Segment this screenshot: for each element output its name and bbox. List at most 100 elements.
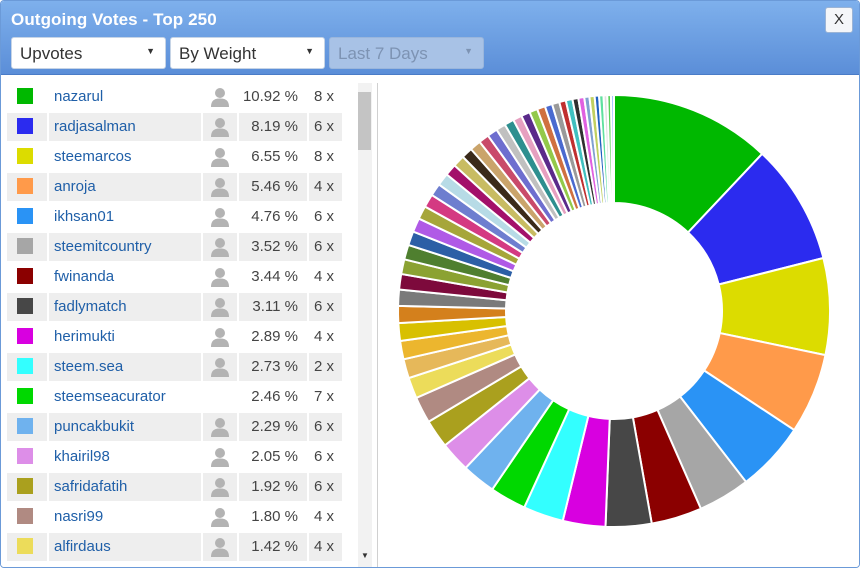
swatch-cell <box>7 533 47 561</box>
table-row[interactable]: steemseacurator 2.46 % 7 x <box>7 383 342 413</box>
voter-name-link[interactable]: steemarcos <box>54 148 132 165</box>
voter-name-link[interactable]: nasri99 <box>54 508 104 525</box>
table-row[interactable]: nasri99 1.80 % 4 x <box>7 503 342 533</box>
weight-cell: 2.29 % <box>239 413 307 441</box>
weight-cell: 3.11 % <box>239 293 307 321</box>
profile-cell <box>203 473 237 501</box>
voter-name-link[interactable]: fwinanda <box>54 268 115 285</box>
voter-name-link[interactable]: herimukti <box>54 328 115 345</box>
voter-name-link[interactable]: fadlymatch <box>54 298 127 315</box>
voter-name-link[interactable]: radjasalman <box>54 118 136 135</box>
table-row[interactable]: herimukti 2.89 % 4 x <box>7 323 342 353</box>
vote-count: 4 x <box>313 268 334 285</box>
name-cell: steemarcos <box>49 143 201 171</box>
weight-percent: 2.29 % <box>251 418 298 435</box>
voter-name-link[interactable]: khairil98 <box>54 448 110 465</box>
voter-name-link[interactable]: steemseacurator <box>54 388 166 405</box>
table-row[interactable]: ikhsan01 4.76 % 6 x <box>7 203 342 233</box>
user-icon <box>211 148 229 167</box>
count-cell: 6 x <box>309 293 342 321</box>
profile-cell <box>203 413 237 441</box>
color-swatch <box>17 178 33 194</box>
name-cell: herimukti <box>49 323 201 351</box>
table-row[interactable]: steem.sea 2.73 % 2 x <box>7 353 342 383</box>
swatch-cell <box>7 263 47 291</box>
profile-cell <box>203 113 237 141</box>
table-row[interactable]: fadlymatch 3.11 % 6 x <box>7 293 342 323</box>
vote-count: 6 x <box>313 118 334 135</box>
profile-cell <box>203 83 237 111</box>
table-row[interactable]: nazarul 10.92 % 8 x <box>7 83 342 113</box>
profile-cell <box>203 383 237 411</box>
voter-name-link[interactable]: anroja <box>54 178 96 195</box>
table-row[interactable]: radjasalman 8.19 % 6 x <box>7 113 342 143</box>
voter-list[interactable]: nazarul 10.92 % 8 x radjasalman 8.19 % 6 x ste… <box>1 83 374 567</box>
close-button[interactable]: X <box>825 7 853 33</box>
voter-name-link[interactable]: puncakbukit <box>54 418 135 435</box>
list-scrollbar[interactable] <box>358 83 372 567</box>
table-row[interactable]: anroja 5.46 % 4 x <box>7 173 342 203</box>
range-select[interactable]: Last 7 Days ▼ <box>329 37 484 69</box>
donut-slice-54[interactable] <box>609 93 615 205</box>
voter-name-link[interactable]: ikhsan01 <box>54 208 115 225</box>
table-row[interactable]: steemarcos 6.55 % 8 x <box>7 143 342 173</box>
weight-percent: 1.42 % <box>251 538 298 555</box>
voter-name-link[interactable]: steem.sea <box>54 358 124 375</box>
table-row[interactable]: alfirdaus 1.42 % 4 x <box>7 533 342 563</box>
profile-cell <box>203 233 237 261</box>
profile-cell <box>203 263 237 291</box>
user-icon <box>211 328 229 347</box>
swatch-cell <box>7 323 47 351</box>
profile-cell <box>203 443 237 471</box>
weight-cell: 2.46 % <box>239 383 307 411</box>
user-icon <box>211 178 229 197</box>
profile-cell <box>203 143 237 171</box>
weight-percent: 2.05 % <box>251 448 298 465</box>
scroll-down-arrow-icon[interactable]: ▼ <box>361 551 369 560</box>
vote-count: 4 x <box>313 508 334 525</box>
color-swatch <box>17 418 33 434</box>
sort-select[interactable]: By Weight ▼ <box>170 37 325 69</box>
user-icon <box>211 538 229 557</box>
list-scrollbar-thumb[interactable] <box>358 92 371 150</box>
window-title: Outgoing Votes - Top 250 <box>11 10 217 29</box>
user-icon <box>211 268 229 287</box>
profile-cell <box>203 323 237 351</box>
vote-count: 4 x <box>313 178 334 195</box>
table-row[interactable]: steemitcountry 3.52 % 6 x <box>7 233 342 263</box>
table-row[interactable]: safridafatih 1.92 % 6 x <box>7 473 342 503</box>
count-cell: 4 x <box>309 503 342 531</box>
table-row[interactable]: puncakbukit 2.29 % 6 x <box>7 413 342 443</box>
name-cell: alfirdaus <box>49 533 201 561</box>
voter-name-link[interactable]: alfirdaus <box>54 538 111 555</box>
color-swatch <box>17 538 33 554</box>
vote-count: 4 x <box>313 538 334 555</box>
count-cell: 4 x <box>309 323 342 351</box>
weight-cell: 4.76 % <box>239 203 307 231</box>
weight-percent: 4.76 % <box>251 208 298 225</box>
swatch-cell <box>7 233 47 261</box>
voter-name-link[interactable]: nazarul <box>54 88 104 105</box>
profile-cell <box>203 503 237 531</box>
voter-name-link[interactable]: safridafatih <box>54 478 128 495</box>
color-swatch <box>17 88 33 104</box>
vote-type-select[interactable]: Upvotes ▼ <box>11 37 166 69</box>
user-icon <box>211 508 229 527</box>
count-cell: 4 x <box>309 173 342 201</box>
table-row[interactable]: fwinanda 3.44 % 4 x <box>7 263 342 293</box>
user-icon <box>211 118 229 137</box>
user-icon <box>211 208 229 227</box>
swatch-cell <box>7 383 47 411</box>
swatch-cell <box>7 143 47 171</box>
voter-name-link[interactable]: steemitcountry <box>54 238 152 255</box>
count-cell: 6 x <box>309 113 342 141</box>
sort-value: By Weight <box>179 44 257 63</box>
name-cell: radjasalman <box>49 113 201 141</box>
user-icon <box>211 448 229 467</box>
weight-percent: 1.80 % <box>251 508 298 525</box>
table-row[interactable]: khairil98 2.05 % 6 x <box>7 443 342 473</box>
swatch-cell <box>7 173 47 201</box>
weight-cell: 3.44 % <box>239 263 307 291</box>
swatch-cell <box>7 503 47 531</box>
vote-type-value: Upvotes <box>20 44 83 63</box>
